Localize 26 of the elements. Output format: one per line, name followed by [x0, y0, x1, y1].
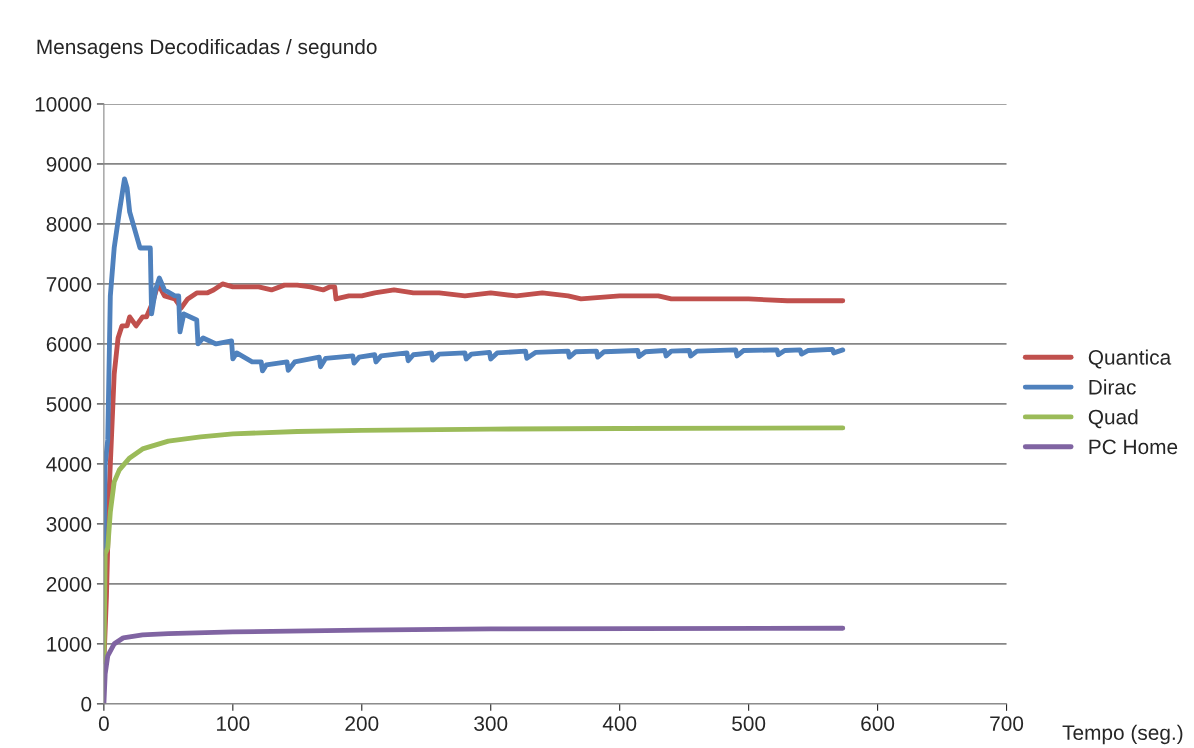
x-tick-label: 700: [990, 716, 1024, 731]
x-tick-label: 600: [861, 716, 895, 731]
y-tick-label: 5000: [46, 396, 92, 412]
y-tick-label: 1000: [47, 636, 92, 652]
y-tick-label: 10000: [35, 96, 92, 112]
x-tick-label: 200: [345, 716, 379, 731]
legend-label: Dirac: [1089, 379, 1136, 395]
y-tick-label: 9000: [46, 156, 92, 172]
y-tick-label: 3000: [46, 516, 92, 532]
y-axis-title: Mensagens Decodificadas / segundo: [37, 38, 377, 59]
x-tick-label: 500: [732, 716, 766, 731]
x-tick-label: 0: [98, 716, 109, 731]
y-tick-label: 0: [81, 696, 92, 712]
x-tick-label: 100: [217, 716, 250, 731]
legend-label: PC Home: [1089, 439, 1178, 455]
y-tick-label: 4000: [46, 456, 92, 472]
y-tick-label: 8000: [46, 216, 92, 232]
legend-label: Quad: [1088, 409, 1138, 429]
x-axis-title: Tempo (seg.): [1062, 724, 1183, 745]
x-tick-label: 400: [602, 716, 637, 731]
x-tick-label: 300: [474, 716, 508, 731]
y-tick-label: 2000: [46, 576, 92, 592]
legend-label: Quantica: [1088, 349, 1172, 369]
y-tick-label: 6000: [46, 336, 92, 352]
y-tick-label: 7000: [46, 276, 92, 292]
line-series: [103, 625, 846, 704]
